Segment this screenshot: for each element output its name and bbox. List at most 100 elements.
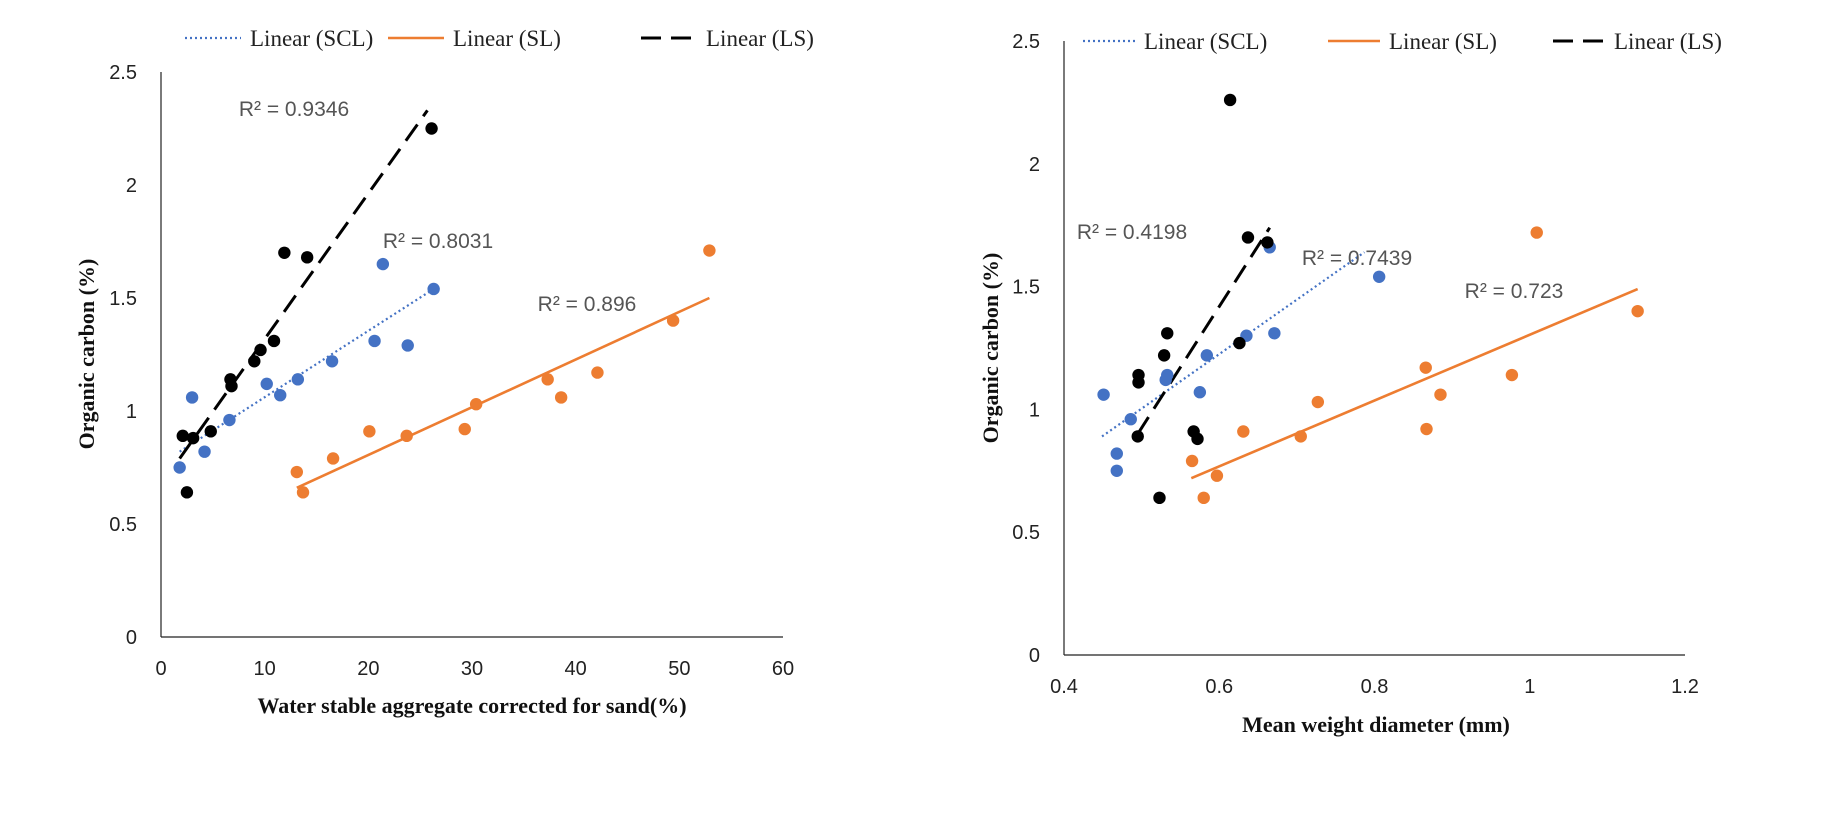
trendline-ls (178, 109, 429, 460)
data-point-ls (300, 251, 314, 264)
data-point-ls (267, 334, 281, 348)
x-axis-title: Mean weight diameter (mm) (1242, 712, 1510, 737)
data-point-ls (278, 246, 291, 259)
data-point-sl (703, 244, 716, 257)
data-point-ls (176, 429, 189, 443)
y-tick-label: 1.5 (109, 288, 137, 310)
data-point-scl (198, 445, 211, 458)
data-point-scl (427, 282, 440, 296)
data-point-sl (1311, 395, 1325, 409)
data-point-sl (363, 425, 376, 438)
data-point-sl (469, 398, 483, 411)
data-point-ls (1261, 236, 1274, 249)
data-point-ls (1153, 491, 1166, 505)
legend-label-ls: Linear (LS) (706, 26, 814, 51)
r2-label-scl: R² = 0.8031 (383, 230, 493, 253)
data-point-ls (1241, 231, 1255, 244)
data-point-ls (1191, 432, 1204, 446)
data-point-sl (541, 373, 554, 386)
y-axis-title: Organic carbon (%) (74, 259, 99, 450)
data-point-scl (260, 377, 273, 391)
data-point-scl (1372, 270, 1386, 283)
trendline-scl (1101, 251, 1366, 438)
x-tick-label: 40 (565, 658, 587, 680)
data-point-ls (186, 431, 200, 445)
trendline-sl (296, 296, 710, 490)
x-tick-label: 1.2 (1671, 676, 1699, 698)
data-point-ls (1131, 430, 1144, 443)
x-tick-label: 60 (772, 658, 794, 680)
data-point-sl (1294, 430, 1307, 443)
data-point-scl (1110, 447, 1123, 460)
data-point-ls (425, 122, 438, 135)
r2-label-ls: R² = 0.4198 (1077, 221, 1187, 244)
data-point-scl (1161, 368, 1174, 382)
data-point-sl (1237, 425, 1250, 438)
data-point-scl (1110, 464, 1123, 477)
y-tick-label: 1.5 (1012, 277, 1040, 299)
y-tick-label: 0 (126, 627, 137, 649)
data-point-sl (1434, 388, 1447, 401)
data-point-scl (1124, 413, 1137, 426)
y-tick-label: 1 (1029, 399, 1040, 421)
r2-label-sl: R² = 0.896 (538, 293, 637, 316)
chart-2: 0.4 0.6 0.8 1 1.2 0 0.5 1 1.5 2 2.5 Mean weight dia… (978, 29, 1722, 737)
x-tick-label: 1 (1524, 676, 1535, 698)
data-point-sl (666, 314, 680, 327)
data-point-sl (1631, 304, 1644, 318)
y-tick-label: 1 (126, 401, 137, 423)
legend-label-scl: Linear (SCL) (1144, 29, 1267, 54)
y-tick-label: 0 (1029, 645, 1040, 667)
data-point-sl (458, 422, 471, 436)
data-point-scl (325, 355, 339, 368)
data-point-scl (1268, 327, 1281, 340)
data-point-scl (291, 373, 305, 386)
data-point-scl (1200, 349, 1214, 362)
x-tick-label: 0 (155, 658, 166, 680)
r2-label-ls: R² = 0.9346 (239, 98, 349, 121)
data-point-scl (1097, 388, 1110, 401)
trendline-sl (1190, 287, 1639, 480)
data-point-ls (1161, 327, 1174, 340)
data-point-ls (225, 379, 238, 393)
y-tick-label: 2.5 (109, 62, 137, 84)
data-point-scl (223, 413, 236, 427)
legend-label-sl: Linear (SL) (453, 26, 561, 51)
data-point-ls (180, 486, 194, 499)
data-point-sl (591, 366, 604, 379)
chart-1: 0 10 20 30 40 50 60 0 0.5 1 1.5 2 2.5 Water stable ag… (74, 26, 814, 718)
data-point-sl (1420, 422, 1433, 436)
y-tick-label: 2.5 (1012, 31, 1040, 53)
r2-label-sl: R² = 0.723 (1465, 280, 1564, 303)
x-tick-label: 0.8 (1361, 676, 1389, 698)
data-point-ls (204, 425, 217, 438)
data-point-sl (290, 465, 304, 479)
trendline-ls (1136, 226, 1271, 435)
data-point-ls (248, 355, 261, 368)
data-point-scl (274, 388, 287, 402)
trendline-scl (179, 288, 435, 453)
data-point-sl (1185, 454, 1199, 468)
data-point-sl (1530, 226, 1543, 239)
data-point-scl (1193, 386, 1207, 399)
x-tick-label: 30 (461, 658, 483, 680)
data-point-sl (1210, 469, 1224, 482)
data-point-sl (1419, 361, 1432, 374)
x-tick-label: 50 (668, 658, 690, 680)
data-point-sl (400, 429, 413, 443)
data-point-scl (185, 391, 199, 404)
data-point-ls (1223, 93, 1237, 107)
data-point-scl (376, 257, 390, 271)
data-point-scl (368, 334, 381, 348)
data-point-sl (296, 486, 310, 499)
y-tick-label: 0.5 (1012, 522, 1040, 544)
data-point-sl (554, 391, 568, 404)
x-tick-label: 20 (357, 658, 379, 680)
y-axis-title: Organic carbon (%) (978, 253, 1003, 444)
data-point-sl (1505, 368, 1519, 382)
data-point-ls (1233, 336, 1246, 350)
y-tick-label: 0.5 (109, 514, 137, 536)
data-point-ls (254, 343, 267, 357)
legend-label-ls: Linear (LS) (1614, 29, 1722, 54)
